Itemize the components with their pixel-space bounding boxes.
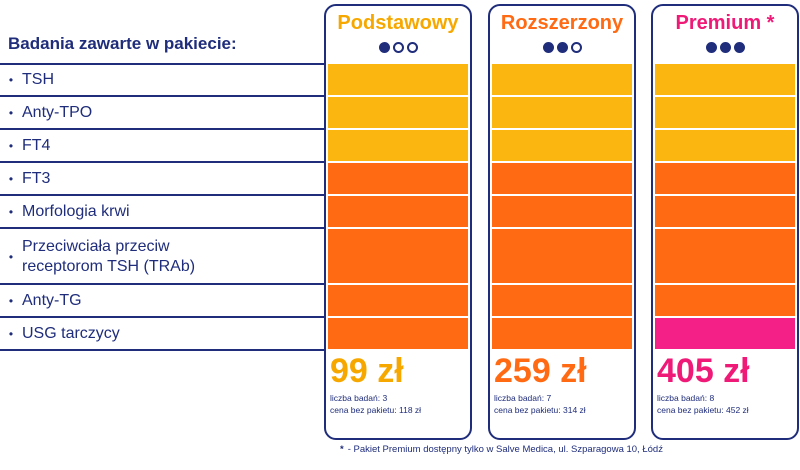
test-label-line: USG tarczycy — [22, 325, 120, 342]
package-test-cell — [492, 97, 632, 128]
test-label-line: Anty-TPO — [22, 104, 93, 121]
package-test-cell — [655, 64, 795, 95]
package-test-cell — [328, 318, 468, 349]
test-row: • FT3 — [0, 163, 320, 195]
bullet-icon: • — [8, 327, 14, 341]
row-divider — [0, 283, 324, 285]
level-dot-filled-icon — [542, 42, 554, 53]
row-divider — [0, 161, 324, 163]
test-label: TSH — [22, 70, 54, 90]
row-divider — [0, 128, 324, 130]
test-label-line: FT3 — [22, 170, 51, 187]
package-title: Rozszerzony — [500, 12, 624, 34]
package-level-indicator — [326, 42, 470, 53]
package-test-cell — [492, 285, 632, 316]
test-label-line: FT4 — [22, 137, 51, 154]
package-title: Premium * — [675, 12, 775, 34]
test-label-line: Anty-TG — [22, 292, 82, 309]
package-level-indicator — [653, 42, 797, 53]
package-test-cell — [328, 130, 468, 161]
package-test-cell — [492, 229, 632, 283]
package-test-cell — [328, 163, 468, 194]
test-row: • Przeciwciała przeciw receptorom TSH (TRA… — [0, 229, 320, 284]
row-divider — [0, 194, 324, 196]
package-test-cell — [492, 163, 632, 194]
package-price-without-package: cena bez pakietu: 452 zł — [657, 405, 749, 415]
test-label-line: Przeciwciała przeciw — [22, 237, 170, 255]
package-test-count: liczba badań: 8 — [657, 393, 715, 403]
level-dot-filled-icon — [556, 42, 568, 53]
package-price-without-package: cena bez pakietu: 118 zł — [330, 405, 422, 415]
row-divider — [0, 227, 324, 229]
bullet-icon: • — [8, 249, 14, 264]
level-dot-filled-icon — [733, 42, 745, 53]
level-dot-filled-icon — [705, 42, 717, 53]
bullet-icon: • — [8, 205, 14, 219]
bullet-icon: • — [8, 73, 14, 87]
bullet-icon: • — [8, 106, 14, 120]
package-test-cell — [655, 97, 795, 128]
package-level-indicator — [490, 42, 634, 53]
package-test-cell — [492, 64, 632, 95]
package-price: 99 zł — [330, 352, 404, 390]
package-test-cell — [655, 130, 795, 161]
test-label: FT4 — [22, 136, 50, 156]
package-test-cell — [655, 163, 795, 194]
test-label: FT3 — [22, 169, 50, 189]
test-row: • TSH — [0, 64, 320, 96]
row-divider — [0, 349, 324, 351]
tests-header: Badania zawarte w pakiecie: — [8, 34, 237, 53]
package-card-rozszerzony: Rozszerzony 259 zł liczba badań: 7 cena bez… — [488, 4, 636, 440]
test-label-line: TSH — [22, 71, 54, 88]
test-label: Przeciwciała przeciw receptorom TSH (TRAb… — [22, 237, 195, 277]
row-divider — [0, 95, 324, 97]
bullet-icon: • — [8, 139, 14, 153]
footnote-star: * — [340, 444, 344, 455]
package-test-cell — [328, 285, 468, 316]
package-card-premium: Premium * 405 zł liczba badań: 8 cena bez p… — [651, 4, 799, 440]
package-test-cell — [328, 97, 468, 128]
level-dot-filled-icon — [378, 42, 390, 53]
row-divider — [0, 63, 324, 65]
package-price: 405 zł — [657, 352, 750, 390]
footnote: * - Pakiet Premium dostępny tylko w Salve… — [340, 444, 663, 455]
package-test-count: liczba badań: 7 — [494, 393, 552, 403]
test-row: • FT4 — [0, 130, 320, 162]
test-label: Morfologia krwi — [22, 202, 130, 222]
footnote-text: - Pakiet Premium dostępny tylko w Salve … — [347, 444, 663, 455]
package-title: Podstawowy — [337, 12, 459, 34]
test-row: • Anty-TG — [0, 285, 320, 317]
package-test-cell — [655, 229, 795, 283]
test-label-line: Morfologia krwi — [22, 203, 130, 220]
package-test-cell — [328, 196, 468, 227]
package-price-without-package: cena bez pakietu: 314 zł — [494, 405, 586, 415]
package-test-count: liczba badań: 3 — [330, 393, 388, 403]
bullet-icon: • — [8, 294, 14, 308]
test-label: Anty-TPO — [22, 103, 92, 123]
test-label: USG tarczycy — [22, 324, 120, 344]
test-row: • Anty-TPO — [0, 97, 320, 129]
bullet-icon: • — [8, 172, 14, 186]
package-test-cell — [492, 318, 632, 349]
package-test-cell — [492, 196, 632, 227]
package-card-podstawowy: Podstawowy 99 zł liczba badań: 3 cena bez p… — [324, 4, 472, 440]
test-row: • Morfologia krwi — [0, 196, 320, 228]
test-label-line: receptorom TSH (TRAb) — [22, 257, 196, 275]
package-test-cell — [655, 285, 795, 316]
test-row: • USG tarczycy — [0, 318, 320, 350]
test-label: Anty-TG — [22, 291, 82, 311]
package-test-cell — [328, 64, 468, 95]
package-price: 259 zł — [494, 352, 587, 390]
package-test-cell — [492, 130, 632, 161]
package-test-cell — [328, 229, 468, 283]
level-dot-filled-icon — [719, 42, 731, 53]
level-dot-empty-icon — [392, 42, 404, 53]
row-divider — [0, 316, 324, 318]
package-test-cell — [655, 196, 795, 227]
package-test-cell — [655, 318, 795, 349]
level-dot-empty-icon — [570, 42, 582, 53]
level-dot-empty-icon — [406, 42, 418, 53]
